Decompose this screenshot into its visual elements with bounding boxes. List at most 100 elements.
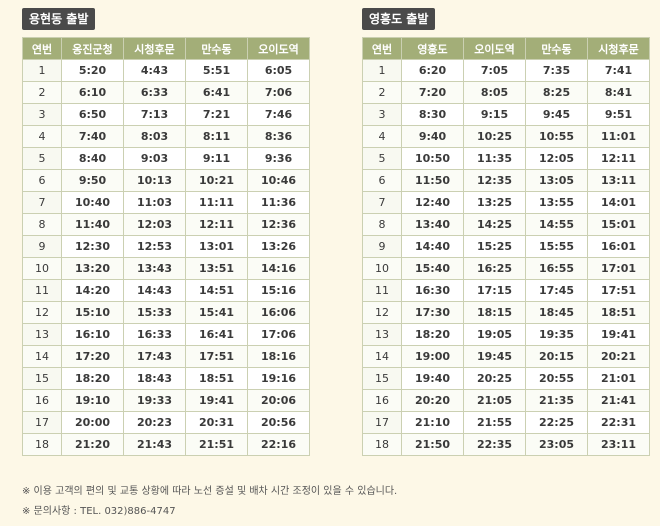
time-cell: 11:01 [587, 125, 650, 148]
time-cell: 7:05 [463, 59, 526, 82]
yonghyeon-departure-section: 용현동 출발 연번 옹진군청 시청후문 만수동 오이도역 1 5:20 4:43 5:… [22, 8, 310, 456]
time-cell: 14:20 [61, 279, 124, 302]
table-row: 12 15:10 15:33 15:41 16:06 [22, 301, 310, 324]
table-row: 10 13:20 13:43 13:51 14:16 [22, 257, 310, 280]
table-row: 6 9:50 10:13 10:21 10:46 [22, 169, 310, 192]
time-cell: 6:20 [401, 59, 464, 82]
time-cell: 22:35 [463, 433, 526, 456]
row-number-cell: 4 [22, 125, 62, 148]
time-cell: 4:43 [123, 59, 186, 82]
time-cell: 13:05 [525, 169, 588, 192]
time-cell: 17:45 [525, 279, 588, 302]
row-number-cell: 14 [362, 345, 402, 368]
time-cell: 15:16 [247, 279, 310, 302]
row-number-cell: 2 [22, 81, 62, 104]
row-number-cell: 16 [362, 389, 402, 412]
table-row: 6 11:50 12:35 13:05 13:11 [362, 169, 650, 192]
time-cell: 15:40 [401, 257, 464, 280]
table-row: 3 8:30 9:15 9:45 9:51 [362, 103, 650, 126]
time-cell: 15:55 [525, 235, 588, 258]
column-header: 옹진군청 [61, 37, 124, 60]
time-cell: 16:01 [587, 235, 650, 258]
table-row: 13 16:10 16:33 16:41 17:06 [22, 323, 310, 346]
time-cell: 18:51 [185, 367, 248, 390]
time-cell: 12:11 [587, 147, 650, 170]
row-number-cell: 5 [362, 147, 402, 170]
time-cell: 9:51 [587, 103, 650, 126]
time-cell: 5:20 [61, 59, 124, 82]
row-number-cell: 9 [22, 235, 62, 258]
section-title: 영흥도 출발 [362, 8, 436, 30]
time-cell: 15:10 [61, 301, 124, 324]
row-number-cell: 10 [22, 257, 62, 280]
row-number-cell: 5 [22, 147, 62, 170]
row-number-cell: 6 [362, 169, 402, 192]
time-cell: 17:51 [185, 345, 248, 368]
row-number-cell: 18 [362, 433, 402, 456]
time-cell: 22:16 [247, 433, 310, 456]
time-cell: 15:25 [463, 235, 526, 258]
row-number-cell: 13 [22, 323, 62, 346]
time-cell: 12:53 [123, 235, 186, 258]
time-cell: 13:01 [185, 235, 248, 258]
time-cell: 14:16 [247, 257, 310, 280]
time-cell: 7:41 [587, 59, 650, 82]
time-cell: 11:35 [463, 147, 526, 170]
time-cell: 8:40 [61, 147, 124, 170]
time-cell: 12:30 [61, 235, 124, 258]
time-cell: 7:13 [123, 103, 186, 126]
table-row: 18 21:20 21:43 21:51 22:16 [22, 433, 310, 456]
section-title: 용현동 출발 [22, 8, 96, 30]
header-row: 연번 옹진군청 시청후문 만수동 오이도역 [22, 37, 310, 60]
time-cell: 19:16 [247, 367, 310, 390]
time-cell: 20:21 [587, 345, 650, 368]
time-cell: 20:31 [185, 411, 248, 434]
table-row: 7 10:40 11:03 11:11 11:36 [22, 191, 310, 214]
column-header: 만수동 [525, 37, 588, 60]
row-number-cell: 4 [362, 125, 402, 148]
table-row: 4 9:40 10:25 10:55 11:01 [362, 125, 650, 148]
time-cell: 14:55 [525, 213, 588, 236]
column-header: 오이도역 [247, 37, 310, 60]
row-number-cell: 11 [22, 279, 62, 302]
time-cell: 9:11 [185, 147, 248, 170]
table-row: 14 19:00 19:45 20:15 20:21 [362, 345, 650, 368]
time-cell: 22:31 [587, 411, 650, 434]
row-number-cell: 8 [362, 213, 402, 236]
time-cell: 18:16 [247, 345, 310, 368]
table-row: 2 7:20 8:05 8:25 8:41 [362, 81, 650, 104]
time-cell: 12:11 [185, 213, 248, 236]
column-header: 만수동 [185, 37, 248, 60]
time-cell: 9:36 [247, 147, 310, 170]
time-cell: 13:40 [401, 213, 464, 236]
time-cell: 20:15 [525, 345, 588, 368]
time-cell: 22:25 [525, 411, 588, 434]
row-number-cell: 9 [362, 235, 402, 258]
time-cell: 13:51 [185, 257, 248, 280]
time-cell: 16:41 [185, 323, 248, 346]
time-cell: 8:11 [185, 125, 248, 148]
time-cell: 13:26 [247, 235, 310, 258]
time-cell: 17:51 [587, 279, 650, 302]
time-cell: 6:10 [61, 81, 124, 104]
time-cell: 10:55 [525, 125, 588, 148]
time-cell: 10:21 [185, 169, 248, 192]
time-cell: 14:25 [463, 213, 526, 236]
time-cell: 18:43 [123, 367, 186, 390]
time-cell: 14:51 [185, 279, 248, 302]
time-cell: 15:01 [587, 213, 650, 236]
time-cell: 21:41 [587, 389, 650, 412]
time-cell: 20:55 [525, 367, 588, 390]
row-number-cell: 17 [22, 411, 62, 434]
time-cell: 17:20 [61, 345, 124, 368]
column-header: 연번 [22, 37, 62, 60]
row-number-cell: 10 [362, 257, 402, 280]
time-cell: 10:25 [463, 125, 526, 148]
table-row: 14 17:20 17:43 17:51 18:16 [22, 345, 310, 368]
row-number-cell: 18 [22, 433, 62, 456]
table-row: 17 20:00 20:23 20:31 20:56 [22, 411, 310, 434]
time-cell: 11:40 [61, 213, 124, 236]
time-cell: 13:43 [123, 257, 186, 280]
time-cell: 21:20 [61, 433, 124, 456]
table-row: 17 21:10 21:55 22:25 22:31 [362, 411, 650, 434]
